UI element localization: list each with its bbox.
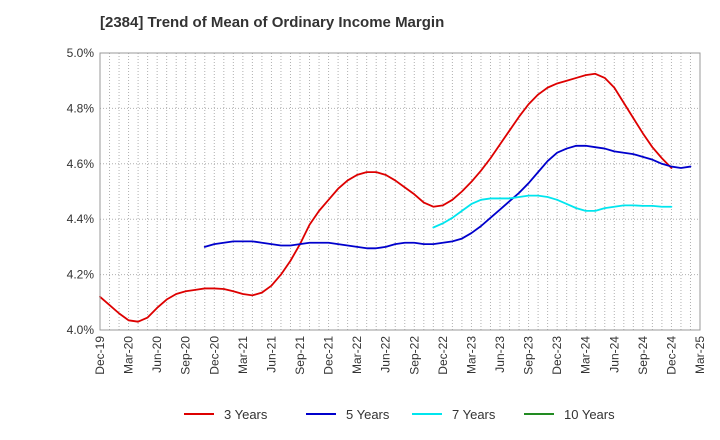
- x-tick-label: Dec-24: [664, 336, 678, 375]
- x-tick-label: Sep-21: [293, 336, 307, 375]
- x-tick-label: Jun-23: [493, 336, 507, 373]
- x-axis-ticks: Dec-19 Mar-20 Jun-20 Sep-20 Dec-20 Mar-21 Jun-…: [93, 336, 707, 375]
- x-tick-label: Dec-20: [207, 336, 221, 375]
- x-tick-label: Mar-22: [350, 336, 364, 374]
- x-tick-label: Sep-22: [407, 336, 421, 375]
- legend-label: 5 Years: [346, 407, 390, 422]
- x-tick-label: Sep-20: [179, 336, 193, 375]
- x-tick-label: Mar-20: [122, 336, 136, 374]
- x-tick-label: Mar-24: [579, 336, 593, 374]
- x-tick-label: Dec-23: [550, 336, 564, 375]
- y-tick-label: 4.0%: [67, 323, 95, 337]
- x-tick-label: Dec-22: [436, 336, 450, 375]
- x-tick-label: Jun-22: [379, 336, 393, 373]
- y-tick-label: 5.0%: [67, 46, 95, 60]
- series-lines: [99, 72, 692, 323]
- x-tick-label: Dec-19: [93, 336, 107, 375]
- y-tick-label: 4.6%: [67, 157, 95, 171]
- y-tick-label: 4.2%: [67, 268, 95, 282]
- x-tick-label: Sep-24: [636, 336, 650, 375]
- x-tick-label: Jun-24: [607, 336, 621, 373]
- y-tick-label: 4.4%: [67, 212, 95, 226]
- series-line-7-years: [432, 194, 673, 229]
- legend-label: 7 Years: [452, 407, 496, 422]
- x-tick-label: Mar-21: [236, 336, 250, 374]
- x-tick-label: Mar-23: [464, 336, 478, 374]
- x-tick-label: Dec-21: [322, 336, 336, 375]
- y-tick-label: 4.8%: [67, 101, 95, 115]
- x-tick-label: Sep-23: [522, 336, 536, 375]
- x-tick-label: Jun-20: [150, 336, 164, 373]
- x-tick-label: Mar-25: [693, 336, 707, 374]
- legend: 3 Years 5 Years 7 Years 10 Years: [184, 407, 615, 422]
- y-axis-ticks: 4.0% 4.2% 4.4% 4.6% 4.8% 5.0%: [67, 46, 95, 337]
- series-line-5-years: [203, 144, 692, 250]
- plot-border: [99, 52, 701, 331]
- series-line-3-years: [99, 72, 673, 323]
- chart-title: [2384] Trend of Mean of Ordinary Income …: [100, 14, 445, 31]
- legend-label: 10 Years: [564, 407, 615, 422]
- plot-area: [100, 53, 700, 330]
- x-tick-label: Jun-21: [264, 336, 278, 373]
- grid-lines: [100, 53, 700, 330]
- legend-label: 3 Years: [224, 407, 268, 422]
